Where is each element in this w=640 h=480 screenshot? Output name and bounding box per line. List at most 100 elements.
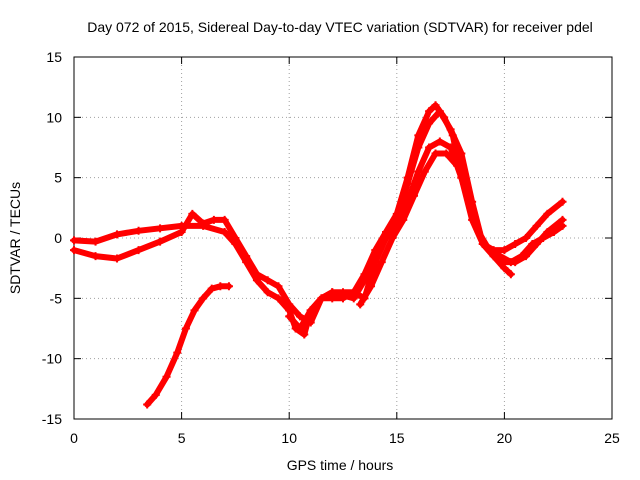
series-line	[71, 108, 514, 326]
data-point	[457, 149, 466, 158]
data-point	[425, 143, 434, 152]
data-point	[143, 400, 152, 409]
x-tick-labels: 0 5 10 15 20 25	[70, 430, 620, 446]
data-point	[506, 270, 515, 279]
data-point	[453, 161, 462, 170]
data-point	[295, 324, 304, 333]
data-point	[263, 288, 272, 297]
data-point	[446, 125, 455, 134]
data-point	[328, 288, 337, 297]
data-point	[70, 246, 78, 255]
data-point	[442, 149, 451, 158]
data-point	[300, 330, 309, 339]
data-point	[403, 179, 412, 188]
data-point	[181, 324, 190, 333]
data-point	[339, 288, 347, 297]
data-point	[216, 282, 225, 291]
x-tick-label: 10	[281, 430, 297, 446]
data-point	[285, 300, 294, 309]
data-point	[156, 237, 165, 246]
y-tick-label: 10	[46, 109, 62, 125]
y-axis-title: SDTVAR / TECUs	[7, 182, 23, 294]
data-point	[177, 227, 186, 236]
data-point	[162, 372, 171, 381]
data-point	[224, 282, 233, 291]
data-point	[511, 240, 520, 249]
data-point	[435, 107, 444, 116]
data-point	[295, 312, 304, 321]
data-point	[317, 294, 326, 303]
data-point	[532, 221, 541, 230]
data-point	[539, 234, 548, 242]
data-point	[420, 167, 429, 176]
x-tick-label: 0	[70, 430, 78, 446]
data-point	[414, 143, 423, 152]
chart-title: Day 072 of 2015, Sidereal Day-to-day VTE…	[87, 19, 593, 35]
data-point	[190, 306, 199, 315]
grid-lines	[74, 57, 612, 419]
x-axis-title: GPS time / hours	[287, 457, 394, 473]
data-point	[425, 107, 434, 116]
data-point	[431, 101, 440, 110]
data-point	[431, 149, 440, 158]
data-point	[113, 254, 122, 263]
data-point	[349, 288, 358, 297]
data-point	[199, 294, 208, 303]
data-point	[209, 215, 218, 224]
series-line	[144, 283, 232, 408]
data-point	[356, 300, 365, 309]
data-point	[274, 282, 283, 291]
data-point	[134, 226, 143, 235]
y-tick-label: 5	[54, 170, 62, 186]
data-point	[496, 252, 505, 261]
axis-ticks	[73, 56, 613, 420]
data-point	[231, 234, 240, 242]
data-point	[207, 284, 216, 293]
data-point	[388, 234, 397, 242]
data-point	[558, 197, 567, 206]
series-satellite-arc-5	[143, 282, 233, 409]
data-point	[500, 246, 509, 255]
y-tick-labels: -15 -10 -5 0 5 10 15	[42, 49, 62, 427]
series-line	[357, 150, 566, 308]
data-point	[463, 191, 472, 200]
data-point	[252, 270, 261, 279]
y-tick-label: -5	[50, 290, 63, 306]
data-point	[113, 230, 122, 239]
series-satellite-arc-4	[356, 149, 567, 309]
data-point	[151, 390, 160, 399]
data-point	[558, 221, 567, 230]
x-tick-label: 15	[389, 430, 405, 446]
data-series	[70, 101, 567, 409]
x-tick-label: 5	[178, 430, 186, 446]
data-point	[543, 209, 552, 218]
data-point	[274, 294, 283, 303]
data-point	[528, 240, 537, 249]
data-point	[70, 236, 78, 245]
data-point	[549, 227, 558, 236]
y-tick-label: 15	[46, 49, 62, 65]
data-point	[474, 227, 483, 236]
data-point	[425, 119, 434, 128]
x-tick-label: 20	[497, 430, 513, 446]
data-point	[285, 312, 294, 321]
data-point	[188, 209, 197, 218]
data-point	[306, 318, 315, 327]
data-point	[306, 306, 315, 315]
data-point	[410, 191, 419, 200]
data-point	[134, 246, 143, 255]
data-point	[506, 258, 515, 267]
data-point	[173, 348, 182, 357]
data-point	[91, 237, 100, 246]
y-tick-label: -15	[42, 411, 62, 427]
data-point	[220, 215, 229, 224]
data-point	[517, 252, 526, 261]
data-point	[366, 282, 375, 291]
data-point	[91, 252, 100, 261]
data-point	[263, 276, 272, 285]
data-point	[199, 219, 208, 228]
data-point	[521, 234, 530, 242]
data-point	[399, 215, 408, 224]
data-point	[377, 258, 386, 267]
